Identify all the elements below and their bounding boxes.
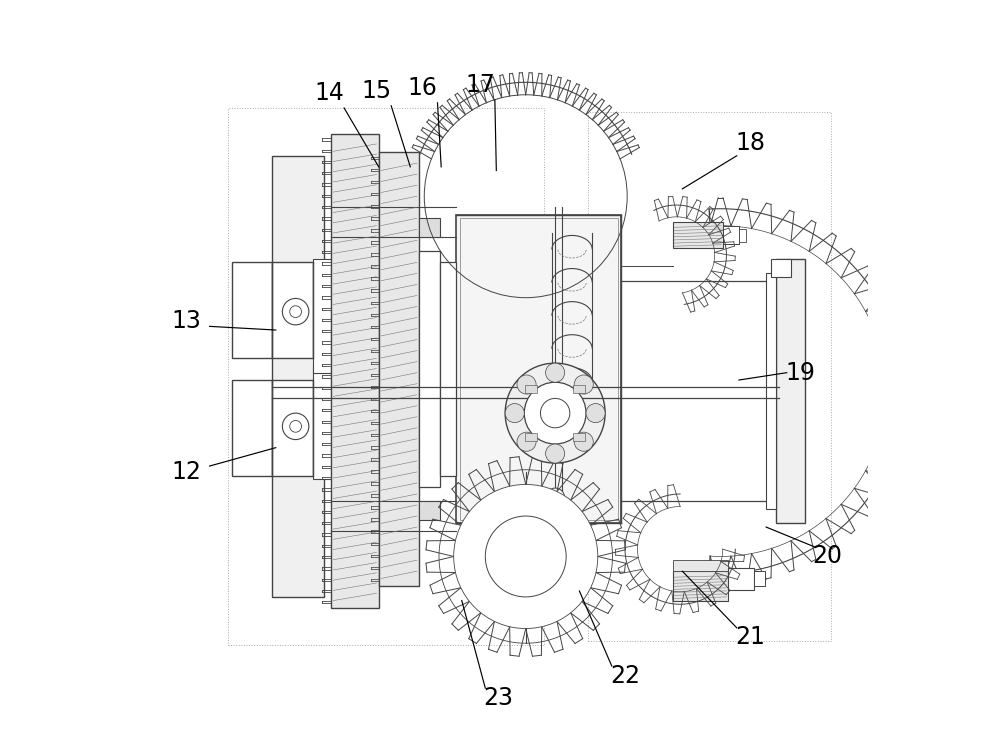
- Bar: [272, 156, 324, 597]
- Circle shape: [551, 493, 560, 502]
- Bar: [573, 433, 585, 441]
- Circle shape: [586, 404, 605, 423]
- Circle shape: [282, 298, 309, 325]
- Bar: [771, 259, 791, 277]
- Bar: [313, 259, 331, 373]
- Circle shape: [574, 375, 593, 394]
- Bar: [440, 263, 456, 475]
- Bar: [331, 134, 379, 608]
- Bar: [573, 385, 585, 393]
- Text: 23: 23: [484, 686, 514, 711]
- Circle shape: [524, 382, 586, 444]
- Circle shape: [505, 363, 605, 463]
- Text: 17: 17: [465, 73, 495, 97]
- Bar: [228, 108, 544, 645]
- Text: 13: 13: [171, 309, 201, 334]
- Text: 20: 20: [812, 545, 842, 568]
- Bar: [419, 501, 440, 520]
- Bar: [525, 385, 537, 393]
- Text: 15: 15: [361, 79, 392, 103]
- Bar: [232, 380, 272, 475]
- Bar: [456, 215, 621, 523]
- Bar: [272, 263, 313, 358]
- Bar: [460, 218, 618, 520]
- Bar: [754, 571, 765, 586]
- Circle shape: [517, 432, 536, 451]
- Circle shape: [540, 399, 570, 428]
- Text: 22: 22: [610, 664, 640, 689]
- Bar: [313, 365, 331, 479]
- Bar: [766, 273, 776, 508]
- Circle shape: [574, 432, 593, 451]
- Text: 16: 16: [408, 76, 438, 100]
- Bar: [728, 568, 754, 590]
- Circle shape: [546, 488, 565, 507]
- Bar: [419, 252, 440, 486]
- Bar: [272, 380, 313, 475]
- Bar: [776, 259, 805, 523]
- Circle shape: [485, 516, 566, 597]
- Circle shape: [290, 306, 301, 317]
- Bar: [739, 229, 746, 242]
- Text: 12: 12: [171, 460, 201, 484]
- Text: 18: 18: [735, 131, 765, 154]
- Bar: [525, 433, 537, 441]
- Bar: [232, 263, 272, 358]
- Text: 14: 14: [314, 81, 344, 106]
- Text: 19: 19: [785, 361, 815, 384]
- Circle shape: [505, 404, 524, 423]
- Bar: [419, 218, 440, 237]
- Circle shape: [290, 421, 301, 432]
- Text: 21: 21: [735, 625, 765, 649]
- Bar: [723, 226, 739, 244]
- Circle shape: [282, 413, 309, 440]
- Bar: [673, 560, 728, 571]
- Bar: [588, 111, 831, 641]
- Circle shape: [546, 444, 565, 463]
- Circle shape: [546, 363, 565, 382]
- Circle shape: [454, 484, 598, 629]
- Bar: [379, 152, 419, 586]
- Bar: [673, 571, 728, 601]
- Circle shape: [517, 375, 536, 394]
- Bar: [673, 222, 723, 248]
